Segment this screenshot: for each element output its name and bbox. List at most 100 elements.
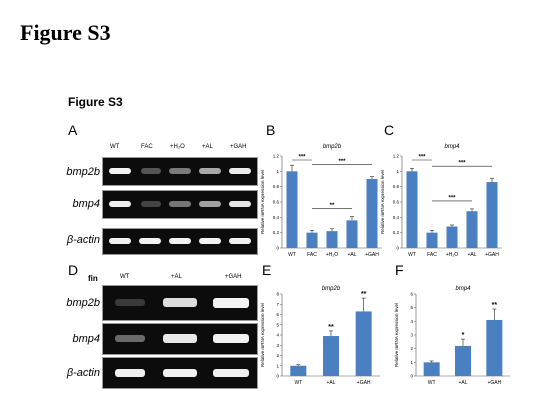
panel-a-label: A [68, 122, 78, 138]
panel-a-lane-label: FAC [141, 144, 153, 150]
comparison-label: *** [448, 195, 456, 201]
bar [426, 232, 438, 248]
y-tick-label: 0.8 [273, 184, 280, 189]
x-tick-label: +AL [326, 380, 335, 386]
bar [326, 231, 338, 248]
y-axis-label: Relative mRNA expression level [380, 170, 385, 234]
bar [286, 171, 298, 248]
bar [486, 319, 503, 376]
bar [423, 362, 440, 376]
bar-chart-f: bmp4 Relative mRNA expression level 0 1 2 3 4 5… [394, 286, 510, 386]
panel-d-lane-label: WT [120, 274, 130, 280]
y-tick-label: 7 [276, 302, 279, 307]
y-tick-label: 0.4 [273, 215, 280, 220]
panel-d-label: D [68, 262, 79, 278]
x-tick-label: +GAH [485, 252, 499, 258]
panel-c-label: C [384, 122, 395, 138]
y-tick-label: 0 [276, 374, 279, 379]
y-tick-label: 0.6 [393, 200, 400, 205]
y-tick-label: 1 [410, 360, 413, 365]
y-tick-label: 0.2 [273, 230, 280, 235]
x-tick-label: WT [288, 252, 296, 258]
bar [355, 311, 372, 376]
y-tick-label: 0.6 [273, 200, 280, 205]
x-tick-label: +AL [347, 252, 356, 258]
bar [486, 182, 498, 248]
chart-title: bmp2b [322, 286, 341, 292]
panel-e-label: E [262, 262, 272, 278]
gel-blot-fin-bmp2b [102, 285, 258, 321]
x-tick-label: WT [294, 380, 302, 386]
panel-a-lane-label: +H₂O [170, 144, 185, 150]
chart-title: bmp4 [455, 286, 471, 292]
x-tick-label: +AL [458, 380, 467, 386]
y-tick-label: 2 [410, 346, 413, 351]
gel-row-label: bmp4 [72, 198, 100, 210]
bar-chart-e: bmp2b Relative mRNA expression level 0 1 2 3 4… [260, 286, 380, 386]
gel-blot-b-actin [102, 228, 258, 255]
y-tick-label: 4 [276, 333, 279, 338]
x-tick-label: +GAH [357, 380, 371, 386]
y-tick-label: 0 [410, 374, 413, 379]
significance-marker: ** [328, 324, 334, 331]
gel-row-label: bmp2b [66, 166, 100, 178]
gel-row-label: β-actin [66, 234, 100, 246]
y-tick-label: 1.2 [393, 154, 400, 159]
bar [306, 232, 318, 248]
gel-row-label: bmp4 [72, 333, 100, 345]
gel-blot-bmp2b [102, 157, 258, 186]
panel-f-label: F [395, 262, 404, 278]
y-tick-label: 1.2 [273, 154, 280, 159]
panel-d-lane-label: +GAH [225, 274, 242, 280]
y-axis-label: Relative mRNA expression level [260, 303, 265, 367]
figure-title: Figure S3 [20, 20, 111, 45]
gel-row-label: β-actin [66, 367, 100, 379]
comparison-label: ** [330, 203, 335, 209]
comparison-label: *** [458, 161, 466, 167]
y-tick-label: 4 [410, 319, 413, 324]
x-tick-label: +H₂O [326, 252, 338, 258]
x-tick-label: +GAH [487, 380, 501, 386]
bar [406, 171, 418, 248]
y-tick-label: 3 [276, 343, 279, 348]
bar-chart-b: bmp2b Relative mRNA expression level 0 0.2 0… [260, 144, 382, 258]
y-tick-label: 5 [410, 305, 413, 310]
figure-subtitle: Figure S3 [68, 95, 123, 109]
significance-marker: * [462, 332, 465, 339]
y-tick-label: 0 [396, 246, 399, 251]
chart-title: bmp2b [323, 144, 342, 150]
y-tick-label: 0.8 [393, 184, 400, 189]
x-tick-label: +H₂O [446, 252, 458, 258]
x-tick-label: +AL [467, 252, 476, 258]
bar-chart-c: bmp4 Relative mRNA expression level 0 0.2 0.… [380, 144, 502, 258]
y-tick-label: 0.2 [393, 230, 400, 235]
x-tick-label: +GAH [365, 252, 379, 258]
bar [455, 345, 471, 376]
bar [466, 211, 478, 248]
y-tick-label: 6 [410, 292, 413, 297]
x-tick-label: FAC [307, 252, 317, 258]
y-tick-label: 8 [276, 292, 279, 297]
panel-d-lane-label: +AL [171, 274, 182, 280]
y-tick-label: 1 [276, 363, 279, 368]
bar [323, 336, 339, 376]
bar [290, 365, 307, 376]
gel-blot-fin-b-actin [102, 357, 258, 389]
gel-blot-fin-bmp4 [102, 323, 258, 355]
y-tick-label: 1 [396, 169, 399, 174]
x-tick-label: FAC [427, 252, 437, 258]
comparison-label: *** [338, 159, 346, 165]
comparison-label: *** [418, 155, 426, 161]
significance-marker: ** [361, 291, 367, 298]
x-tick-label: WT [408, 252, 416, 258]
comparison-label: *** [298, 155, 306, 161]
panel-a-lane-label: +AL [202, 144, 213, 150]
bar [346, 220, 358, 248]
panel-b-label: B [266, 122, 276, 138]
chart-title: bmp4 [444, 144, 460, 150]
y-tick-label: 0 [276, 246, 279, 251]
y-axis-label: Relative mRNA expression level [260, 170, 265, 234]
bar [446, 226, 458, 248]
y-tick-label: 3 [410, 333, 413, 338]
y-tick-label: 1 [276, 169, 279, 174]
